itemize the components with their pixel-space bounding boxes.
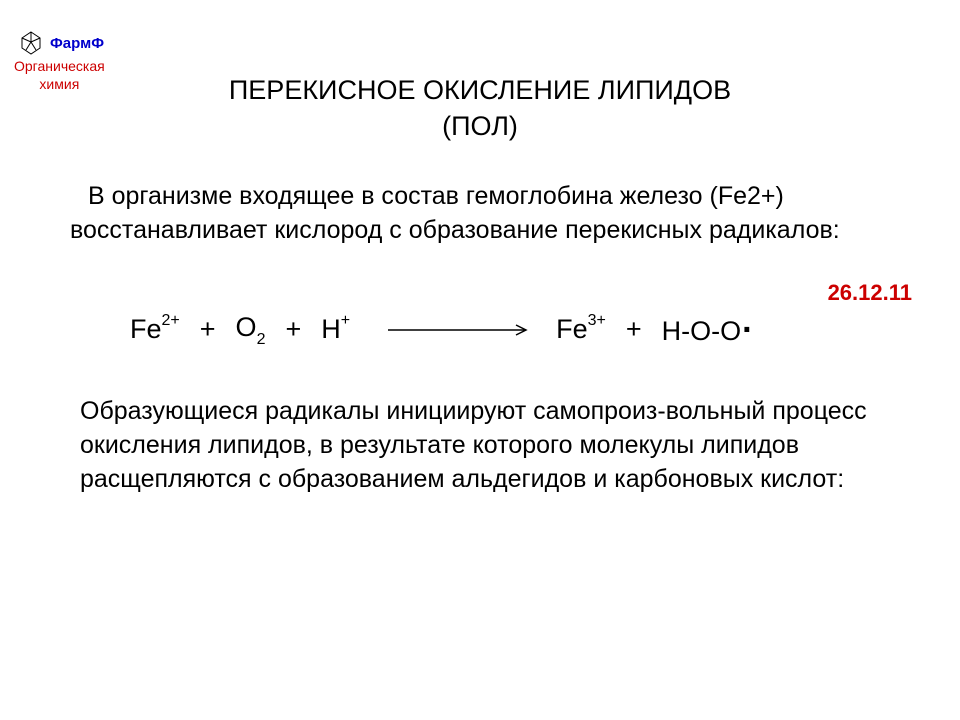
eq-reactant2: O2 (236, 312, 266, 347)
reaction-arrow-icon (356, 322, 550, 338)
eq-plus3: + (626, 314, 642, 345)
eq-plus2: + (285, 314, 301, 345)
title-line1: ПЕРЕКИСНОЕ ОКИСЛЕНИЕ ЛИПИДОВ (0, 72, 960, 108)
radical-dot: . (742, 302, 751, 340)
paragraph-2: Образующиеся радикалы инициируют самопро… (80, 395, 870, 496)
date-stamp: 26.12.11 (828, 280, 912, 306)
logo-text: ФармФ (50, 35, 104, 52)
title-line2: (ПОЛ) (0, 108, 960, 144)
chemical-equation: Fe2+ + O2 + H+ Fe3+ + H-O-O. (130, 310, 752, 349)
paragraph-1: В организме входящее в состав гемоглобин… (70, 180, 880, 248)
page-title: ПЕРЕКИСНОЕ ОКИСЛЕНИЕ ЛИПИДОВ (ПОЛ) (0, 72, 960, 145)
eq-product1: Fe3+ (556, 314, 606, 345)
eq-reactant1: Fe2+ (130, 314, 180, 345)
eq-plus1: + (200, 314, 216, 345)
adamantane-icon (18, 30, 44, 56)
eq-reactant3: H+ (321, 314, 350, 345)
logo-block: ФармФ (18, 30, 104, 56)
eq-product2: H-O-O. (662, 310, 752, 349)
